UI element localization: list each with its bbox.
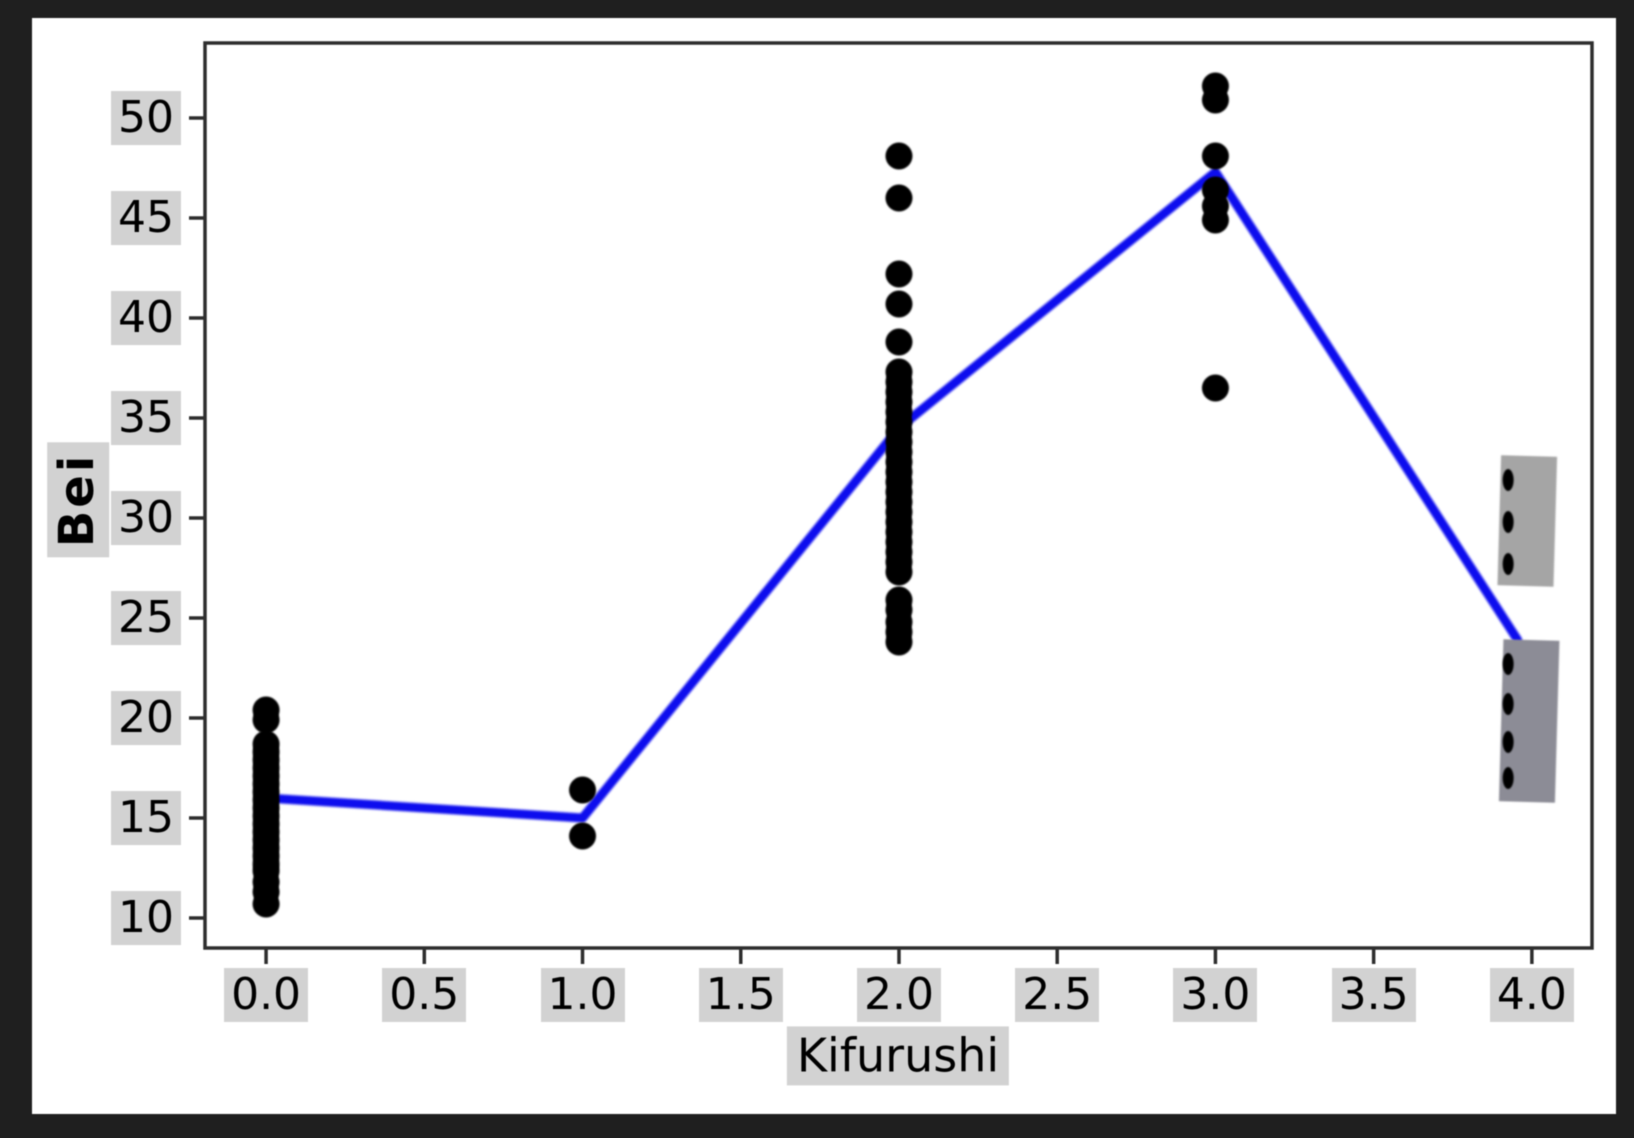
masked-scatter-point xyxy=(1502,731,1514,753)
y-tick-label: 10 xyxy=(111,891,181,945)
scatter-point xyxy=(885,260,913,288)
chart-figure: Bei Kifurushi 0.0 0.5 1.0 1.5 2.0 2.5 3.0 3.5 4.… xyxy=(32,18,1616,1114)
y-tick-label: 15 xyxy=(111,791,181,845)
x-tick-label: 2.5 xyxy=(1015,968,1100,1022)
y-tick-label: 45 xyxy=(111,191,181,245)
scatter-point xyxy=(569,776,597,804)
y-tick-label: 50 xyxy=(111,91,181,145)
x-tick-label: 1.0 xyxy=(540,968,625,1022)
x-tick-label: 0.0 xyxy=(224,968,309,1022)
y-tick-label: 35 xyxy=(111,391,181,445)
x-axis-label: Kifurushi xyxy=(786,1026,1010,1086)
x-tick-label: 3.0 xyxy=(1173,968,1258,1022)
scatter-point xyxy=(252,706,280,734)
y-axis-label: Bei xyxy=(47,442,109,558)
scatter-point xyxy=(569,822,597,850)
masked-scatter-point xyxy=(1502,553,1514,575)
masked-scatter-point xyxy=(1502,767,1514,789)
scatter-point xyxy=(1201,86,1229,114)
scatter-point xyxy=(885,290,913,318)
axes-frame xyxy=(203,41,1594,950)
y-tick-label: 25 xyxy=(111,591,181,645)
masked-scatter-point xyxy=(1502,653,1514,675)
scatter-point xyxy=(885,142,913,170)
scatter-point xyxy=(1201,206,1229,234)
gray-box-upper xyxy=(1497,455,1558,587)
scatter-point xyxy=(885,628,913,656)
x-tick-label: 0.5 xyxy=(382,968,467,1022)
scatter-point xyxy=(885,328,913,356)
gray-box-lower xyxy=(1498,639,1560,803)
x-tick-label: 1.5 xyxy=(698,968,783,1022)
y-tick-label: 30 xyxy=(111,491,181,545)
scatter-point xyxy=(885,558,913,586)
scatter-point xyxy=(252,890,280,918)
scatter-point xyxy=(1201,374,1229,402)
x-tick-label: 4.0 xyxy=(1489,968,1574,1022)
scatter-point xyxy=(885,184,913,212)
x-tick-label: 2.0 xyxy=(856,968,941,1022)
scatter-point xyxy=(1201,142,1229,170)
masked-scatter-point xyxy=(1502,469,1514,491)
x-tick-label: 3.5 xyxy=(1331,968,1416,1022)
y-tick-label: 20 xyxy=(111,691,181,745)
y-tick-label: 40 xyxy=(111,291,181,345)
chart-canvas xyxy=(189,41,1594,964)
masked-scatter-point xyxy=(1502,693,1514,715)
masked-scatter-point xyxy=(1502,511,1514,533)
